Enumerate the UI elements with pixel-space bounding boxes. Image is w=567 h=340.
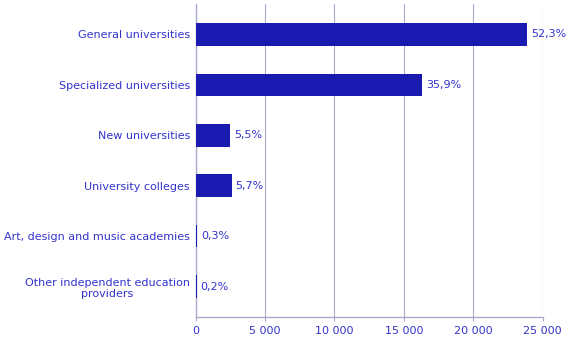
Text: 5,7%: 5,7%	[235, 181, 264, 191]
Bar	[196, 73, 422, 96]
Text: 0,2%: 0,2%	[200, 282, 229, 292]
Text: 0,3%: 0,3%	[201, 231, 229, 241]
Bar	[196, 174, 232, 197]
Bar	[196, 124, 230, 147]
Bar	[196, 275, 197, 298]
Bar	[196, 225, 197, 248]
Text: 52,3%: 52,3%	[531, 30, 566, 39]
Text: 35,9%: 35,9%	[426, 80, 461, 90]
Bar	[196, 23, 527, 46]
Text: 5,5%: 5,5%	[234, 130, 262, 140]
